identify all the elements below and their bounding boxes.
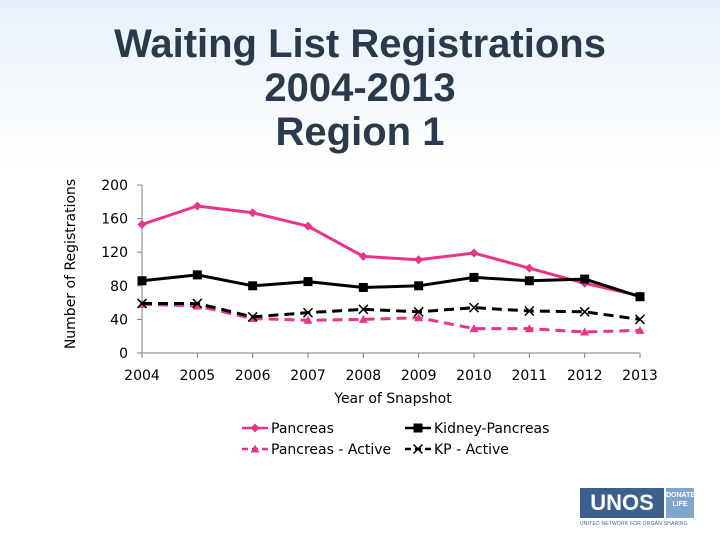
- x-tick-label: 2012: [567, 368, 603, 384]
- data-point: [358, 282, 368, 292]
- data-point: [136, 298, 148, 309]
- data-point: [580, 327, 590, 336]
- x-tick-label: 2007: [290, 368, 326, 384]
- data-point: [137, 276, 147, 286]
- data-point: [192, 201, 202, 211]
- data-point: [524, 324, 534, 333]
- series-line-0: [141, 204, 641, 298]
- data-point: [635, 325, 645, 334]
- title-line-1: Waiting List Registrations: [114, 22, 606, 66]
- data-point: [303, 221, 313, 231]
- data-point: [468, 302, 480, 313]
- data-point: [358, 304, 369, 315]
- logo-side-top: DONATE: [666, 492, 696, 499]
- data-point: [414, 281, 424, 291]
- legend-marker: [250, 444, 260, 453]
- data-point: [303, 277, 313, 287]
- logo-main-text: UNOS: [580, 488, 664, 518]
- data-point: [635, 292, 645, 302]
- title-line-3: Region 1: [275, 110, 445, 154]
- y-axis-title: Number of Registrations: [63, 179, 79, 349]
- unos-logo: UNOS DONATE LIFE UNITED NETWORK FOR ORGA…: [580, 488, 700, 530]
- data-point: [524, 276, 534, 286]
- background-header: [0, 0, 720, 170]
- legend-label: KP - Active: [434, 442, 509, 458]
- data-point: [358, 314, 368, 323]
- title-line-2: 2004-2013: [264, 66, 456, 110]
- data-point: [634, 314, 646, 325]
- x-tick-label: 2011: [512, 368, 548, 384]
- x-axis-title: Year of Snapshot: [333, 391, 452, 407]
- data-point: [192, 298, 203, 309]
- data-point: [192, 301, 202, 310]
- data-point: [248, 208, 258, 218]
- data-point: [358, 251, 368, 261]
- series-line-1: [141, 273, 641, 299]
- data-point: [469, 272, 479, 282]
- data-point: [414, 255, 424, 265]
- series-line-2: [141, 302, 641, 334]
- y-tick-label: 40: [110, 312, 128, 328]
- data-point: [303, 315, 313, 324]
- logo-subtitle: UNITED NETWORK FOR ORGAN SHARING: [580, 521, 688, 527]
- data-point: [524, 305, 535, 317]
- logo-side-badge: DONATE LIFE: [666, 488, 696, 518]
- logo-side-bottom: LIFE: [672, 501, 688, 508]
- legend-marker: [250, 423, 260, 433]
- legend-label: Pancreas - Active: [271, 442, 391, 458]
- legend-label: Kidney-Pancreas: [434, 421, 549, 437]
- x-tick-label: 2008: [346, 368, 382, 384]
- data-point: [469, 324, 479, 333]
- x-tick-label: 2009: [401, 368, 437, 384]
- x-tick-label: 2004: [124, 368, 160, 384]
- x-tick-label: 2010: [456, 368, 492, 384]
- x-tick-label: 2013: [622, 368, 658, 384]
- y-tick-label: 80: [110, 279, 128, 295]
- data-point: [137, 219, 147, 229]
- legend-marker: [412, 443, 424, 455]
- data-point: [414, 313, 424, 322]
- data-point: [247, 311, 258, 322]
- slide-title: Waiting List Registrations 2004-2013 Reg…: [60, 22, 660, 154]
- data-point: [248, 281, 258, 291]
- data-point: [579, 306, 590, 317]
- y-tick-label: 200: [101, 178, 128, 194]
- data-point: [580, 274, 590, 284]
- series-line-3: [142, 301, 641, 321]
- legend-label: Pancreas: [271, 421, 334, 437]
- y-tick-label: 0: [119, 346, 128, 362]
- y-tick-label: 160: [101, 212, 128, 228]
- legend-marker: [413, 423, 423, 433]
- data-point: [302, 307, 314, 318]
- data-point: [192, 270, 202, 280]
- data-point: [469, 248, 479, 258]
- data-point: [524, 263, 534, 273]
- data-point: [413, 306, 424, 317]
- x-tick-label: 2006: [235, 368, 271, 384]
- x-tick-label: 2005: [180, 368, 216, 384]
- y-tick-label: 120: [101, 245, 128, 261]
